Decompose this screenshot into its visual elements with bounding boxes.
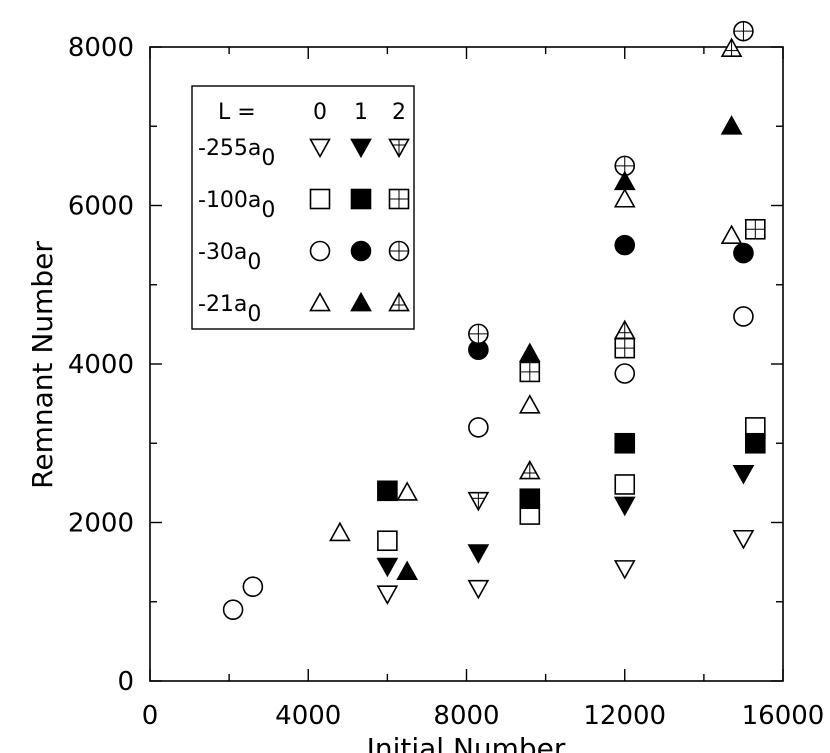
legend-row-label: -100a0 [198,188,275,223]
data-point-triangle-up-crossed [518,459,541,480]
data-point-square-crossed [745,218,766,240]
data-point-triangle-down-filled [613,496,636,517]
data-point-triangle-down-open [467,579,490,600]
data-point-triangle-up-open [720,224,743,245]
data-point-triangle-up-filled [613,170,636,191]
data-point-square-crossed [519,361,541,383]
x-tick-label: 8000 [433,701,499,731]
data-point-circle-open [222,599,244,620]
legend: L = 0 1 2 -255a0 -100a0 -30a0 -21a0 [191,85,415,330]
legend-marker-triangle-down-filled [350,138,372,159]
legend-marker-triangle-up-crossed [388,291,410,312]
legend-marker-triangle-down-open [309,138,331,159]
data-point-square-open [377,530,398,552]
data-point-triangle-up-filled [518,342,541,363]
legend-header: L = [218,100,256,125]
legend-marker-circle-crossed [388,240,410,262]
legend-marker-circle-filled [350,240,372,262]
y-tick-label: 6000 [68,192,134,222]
data-point-triangle-up-open [518,394,541,414]
data-point-triangle-up-crossed [613,319,636,340]
legend-marker-circle-open [309,240,331,262]
data-point-circle-open [468,417,489,438]
legend-marker-triangle-down-crossed [388,138,410,159]
x-tick-label: 12000 [583,701,666,731]
x-tick-label: 16000 [742,701,825,731]
legend-marker-triangle-up-open [309,291,331,312]
data-point-square-filled [745,432,766,454]
data-point-triangle-up-open [396,481,419,501]
data-point-circle-open [733,306,754,327]
legend-column-label: 2 [392,100,406,125]
data-point-triangle-up-open [329,521,351,542]
data-point-square-crossed [614,337,636,359]
data-point-square-open [614,474,636,495]
data-point-triangle-down-filled [732,464,755,485]
data-point-triangle-up-filled [396,560,419,581]
data-point-triangle-down-crossed [467,491,490,512]
y-tick-label: 2000 [68,509,134,539]
data-point-square-filled [377,480,398,502]
axes: 0 4000 8000 12000 16000 0 2000 4000 6000 8000 [68,33,825,731]
legend-box [191,85,415,330]
x-tick-label: 4000 [275,701,341,731]
legend-row-label: -21a0 [198,292,261,327]
data-point-square-filled [614,432,636,454]
data-point-circle-filled [733,242,754,264]
data-point-circle-filled [614,234,636,256]
legend-row-label: -30a0 [198,240,261,275]
legend-marker-square-filled [350,188,372,210]
y-axis-title: Remnant Number [26,241,59,489]
data-point-triangle-down-filled [376,557,399,578]
data-point-triangle-down-open [732,529,755,550]
data-point-circle-open [614,363,636,384]
legend-marker-square-open [309,188,331,210]
data-point-triangle-up-crossed [720,37,743,57]
legend-column-label: 0 [313,100,327,125]
y-tick-label: 8000 [68,33,134,63]
legend-marker-square-crossed [388,188,410,210]
legend-marker-triangle-up-filled [350,291,372,312]
data-point-circle-open [242,576,264,597]
y-tick-label: 0 [117,667,134,697]
data-point-circle-crossed [614,155,636,177]
data-points [222,20,766,620]
data-point-circle-crossed [733,20,754,42]
legend-row-label: -255a0 [198,136,275,171]
data-point-square-filled [519,488,541,510]
x-axis-title: Initial Number [367,732,566,753]
x-tick-label: 0 [142,701,159,731]
data-point-triangle-down-open [376,585,399,605]
y-tick-label: 4000 [68,350,134,380]
data-point-triangle-down-open [613,560,636,580]
data-point-circle-crossed [468,323,489,345]
legend-column-label: 1 [354,100,368,125]
data-point-triangle-up-filled [720,115,743,135]
data-point-triangle-down-filled [467,544,490,564]
data-point-triangle-up-open [613,188,636,208]
